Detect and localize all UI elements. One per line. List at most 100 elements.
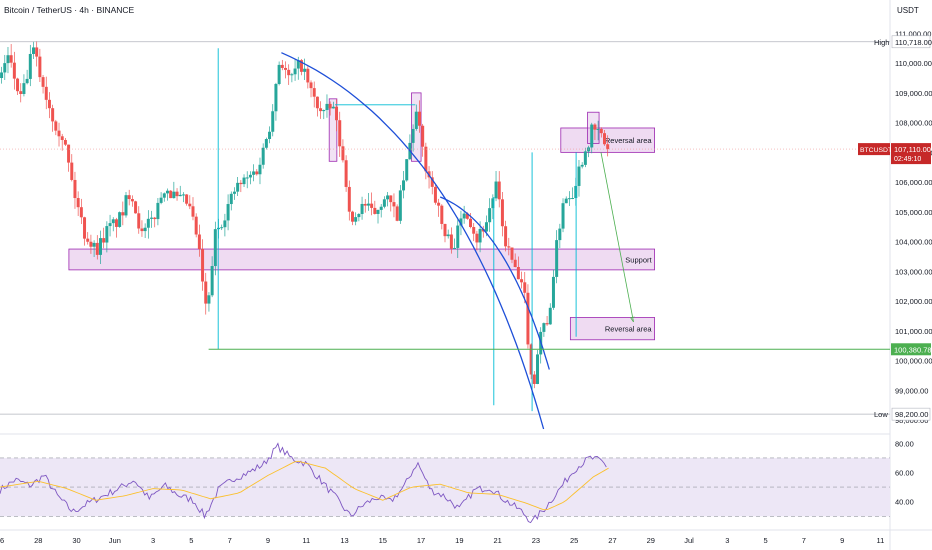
candle-body <box>239 182 243 185</box>
zone-box <box>569 317 655 341</box>
candle-body <box>449 234 453 249</box>
candle-body <box>178 194 182 197</box>
candle-body <box>545 323 549 325</box>
candle-body <box>277 64 281 84</box>
current-price-badge <box>891 143 931 165</box>
time-tick-label: 15 <box>379 536 387 545</box>
candle-body <box>338 120 342 147</box>
symbol-label: BTCUSDT <box>860 147 892 154</box>
candle-body <box>475 233 479 243</box>
candle-body <box>162 193 166 198</box>
candle-body <box>236 182 240 192</box>
highlight-box <box>587 111 600 144</box>
candle-body <box>564 198 568 204</box>
candle-body <box>440 205 444 224</box>
candle-body <box>255 171 259 175</box>
candle-body <box>484 222 488 232</box>
candle-body <box>548 307 552 325</box>
candle-body <box>229 193 233 205</box>
candle-body <box>280 64 284 68</box>
candle-body <box>392 202 396 207</box>
candle-body <box>587 147 591 152</box>
candle-body <box>551 276 555 308</box>
chart-title: Bitcoin / TetherUS · 4h · BINANCE <box>4 5 135 15</box>
candle-body <box>156 202 160 220</box>
candle-body <box>159 197 163 203</box>
time-tick-label: 30 <box>72 536 80 545</box>
candle-body <box>35 47 39 57</box>
candle-body <box>143 227 147 232</box>
zone-label: Reversal area <box>605 136 653 145</box>
candle-body <box>165 190 169 194</box>
candle-body <box>523 282 527 293</box>
candle-body <box>462 213 466 219</box>
candle-body <box>175 191 179 197</box>
candle-body <box>504 226 508 247</box>
time-tick-label: 19 <box>455 536 463 545</box>
candle-body <box>287 69 291 76</box>
time-tick-label: Jun <box>109 536 121 545</box>
candle-body <box>532 374 536 384</box>
candle-body <box>245 177 249 179</box>
candle-body <box>602 133 606 145</box>
candle-body <box>130 199 134 202</box>
symbol-badge <box>858 143 890 156</box>
candle-body <box>599 128 603 134</box>
time-tick-label: 7 <box>802 536 806 545</box>
candle-body <box>558 228 562 241</box>
candle-body <box>446 234 450 237</box>
candle-body <box>328 103 332 109</box>
candle-body <box>169 190 173 199</box>
candle-body <box>293 68 297 75</box>
candle-body <box>150 217 154 219</box>
candle-body <box>319 108 323 112</box>
candle-body <box>16 78 20 92</box>
candle-body <box>366 203 370 206</box>
projection-arrow-head <box>630 316 635 323</box>
price-tick-label: 103,000.00 <box>895 267 932 276</box>
candle-body <box>433 186 437 203</box>
candle-body <box>526 292 530 345</box>
candle-body <box>507 246 511 248</box>
candle-body <box>118 212 122 227</box>
candle-body <box>370 203 374 208</box>
candle-body <box>465 213 469 219</box>
candle-body <box>242 177 246 185</box>
candle-body <box>207 295 211 304</box>
candle-body <box>306 68 310 83</box>
candle-body <box>204 281 208 304</box>
time-tick-label: 23 <box>532 536 540 545</box>
candle-body <box>414 111 418 129</box>
price-tick-label: 98,000.00 <box>895 416 928 425</box>
candle-body <box>153 217 157 220</box>
candle-body <box>12 62 16 79</box>
candle-body <box>102 238 106 243</box>
candle-body <box>386 195 390 200</box>
candle-body <box>9 55 13 63</box>
candle-body <box>140 228 144 232</box>
candle-body <box>491 198 495 209</box>
candle-body <box>98 238 102 255</box>
price-tick-label: 101,000.00 <box>895 327 932 336</box>
time-tick-label: 28 <box>34 536 42 545</box>
candle-body <box>510 247 514 260</box>
projection-arrow-line <box>600 152 634 323</box>
time-tick-label: 11 <box>877 536 885 545</box>
candle-body <box>516 267 520 280</box>
time-tick-label: 7 <box>228 536 232 545</box>
candle-body <box>350 211 354 222</box>
currency-label[interactable]: USDT <box>897 6 919 15</box>
rsi-tick-label: 60.00 <box>895 469 914 478</box>
candle-body <box>561 203 565 229</box>
candle-body <box>596 128 600 130</box>
candle-body <box>57 130 61 137</box>
candle-body <box>331 106 335 109</box>
parabolic-curve <box>281 52 545 430</box>
candle-body <box>201 249 205 282</box>
zone-box <box>68 248 655 271</box>
price-tick-label: 108,000.00 <box>895 119 932 128</box>
candle-body <box>76 198 80 208</box>
price-tick-label: 99,000.00 <box>895 386 928 395</box>
